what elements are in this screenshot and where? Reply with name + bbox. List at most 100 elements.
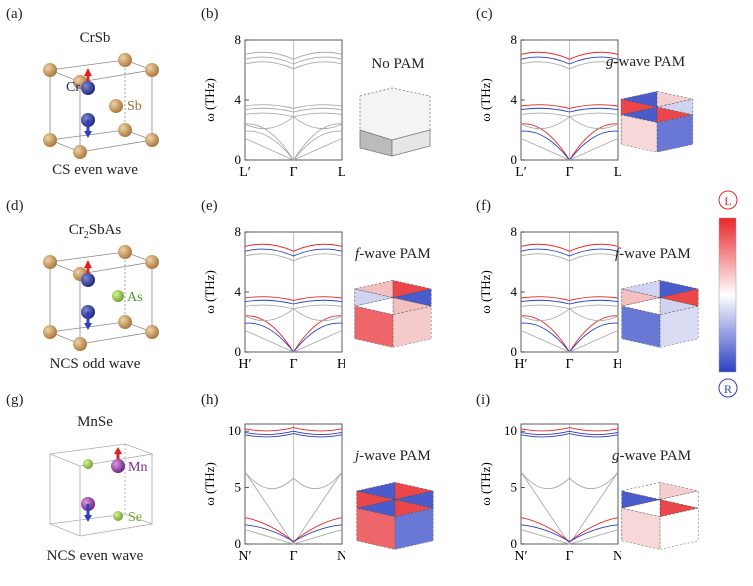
band-curve (244, 248, 343, 257)
pam-title-c: g-wave PAM (606, 54, 686, 70)
band-curve (520, 430, 619, 435)
band-curve (244, 243, 343, 252)
band-curve (244, 529, 343, 545)
atom-label-sb: Sb (127, 99, 142, 114)
y-tick-label: 10 (228, 423, 241, 438)
bz-prism-nopam (359, 87, 431, 157)
band-curve (520, 471, 619, 490)
dispersion-plot-e: ω (THz) 0 4 8 H′ Γ H (202, 224, 345, 372)
colorbar: L R (718, 190, 738, 398)
x-tick-label: L′ (515, 165, 527, 180)
prism-side-face (659, 305, 699, 348)
x-tick-label: Γ (565, 165, 573, 180)
dispersion-plot-b: ω (THz) 0 4 8 L′ Γ L (202, 32, 345, 180)
band-curve (244, 430, 343, 435)
band-curve (520, 308, 570, 322)
prism-side-face (620, 114, 658, 153)
band-curve (520, 107, 619, 113)
band-curve (244, 299, 343, 305)
pam-title-b: No PAM (371, 56, 425, 72)
prism-top-sector (659, 499, 699, 518)
y-tick-label: 4 (511, 284, 518, 299)
y-tick-label: 5 (235, 480, 242, 495)
y-tick-label: 8 (511, 32, 518, 47)
x-tick-label: H (613, 357, 621, 372)
colorbar-label-top: L (724, 194, 731, 208)
y-tick-label: 4 (235, 284, 242, 299)
prism-side-face (394, 507, 434, 550)
prism-top-sector (621, 106, 658, 123)
x-tick-label: L (614, 165, 621, 180)
band-curve (520, 116, 570, 130)
caption-row1: CS even wave (52, 162, 138, 178)
panel-label-g: (g) (6, 392, 24, 408)
y-axis-label: ω (THz) (202, 270, 217, 314)
y-tick-label: 0 (235, 344, 242, 359)
prism-top-sector (392, 288, 432, 307)
atom-label-se: Se (128, 510, 142, 525)
band-curve (520, 248, 619, 257)
band-curve (520, 529, 619, 545)
band-curve (520, 427, 619, 432)
panel-label-d: (d) (6, 198, 24, 214)
panel-label-c: (c) (476, 6, 493, 22)
prism-side-face (356, 507, 396, 550)
band-curve (244, 137, 343, 161)
band-curve (244, 308, 294, 322)
x-tick-label: Γ (565, 549, 573, 564)
x-tick-label: L′ (239, 165, 251, 180)
prism-top-sector (394, 499, 434, 518)
band-curve (244, 104, 343, 109)
prism-top-sector (659, 279, 699, 298)
pam-title-h: j-wave PAM (355, 448, 431, 464)
prism-top-sector (621, 499, 661, 518)
atom-label-mn: Mn (128, 460, 147, 475)
dispersion-plot-h: ω (THz) 0 5 10 N′ Γ N (202, 423, 345, 564)
prism-top-sector (656, 98, 694, 116)
x-tick-label: N (337, 549, 345, 564)
prism-side-face (656, 114, 694, 153)
band-curve (244, 471, 343, 490)
prism-top-sector (392, 297, 432, 316)
prism-side-face (354, 305, 394, 348)
y-tick-label: 8 (511, 224, 518, 239)
prism-top-sector (621, 279, 661, 298)
prism-top-sector (659, 490, 699, 509)
material-title-cr2sbas: Cr2SbAs (68, 222, 122, 241)
prism-top-sector (356, 499, 396, 518)
y-tick-label: 0 (511, 152, 518, 167)
band-curve (569, 116, 619, 130)
band-curve (244, 51, 343, 60)
prism-top-sector (620, 98, 658, 116)
prism-top-sector (394, 481, 434, 500)
bz-prism-f (621, 279, 699, 348)
x-tick-label: Γ (565, 357, 573, 372)
bz-prism-c (620, 90, 694, 153)
band-curve (520, 433, 619, 438)
material-title-mnse: MnSe (77, 414, 113, 430)
caption-row3: NCS even wave (46, 548, 144, 564)
prism-top-sector (356, 490, 396, 509)
prism-top-sector (621, 297, 661, 316)
band-curve (520, 61, 619, 70)
panel-label-a: (a) (6, 6, 23, 22)
y-tick-label: 0 (235, 536, 242, 551)
x-tick-label: Γ (289, 357, 297, 372)
band-curve (244, 524, 343, 543)
prism-top-sector (394, 490, 434, 509)
bz-prism-i (621, 481, 699, 550)
x-tick-label: H (337, 357, 345, 372)
band-curve (244, 56, 343, 65)
prism-side-face (621, 305, 661, 348)
band-curve (244, 296, 343, 301)
y-axis-label: ω (THz) (202, 462, 217, 506)
pam-title-e: f-wave PAM (355, 246, 431, 262)
band-curve (520, 524, 619, 543)
band-curve (244, 304, 343, 310)
x-tick-label: N′ (514, 549, 527, 564)
band-curve (520, 51, 619, 60)
crystal-structure-cr2sbas: As (43, 245, 159, 351)
prism-side-face (659, 507, 699, 550)
prism-top-sector (354, 288, 394, 307)
y-axis-label: ω (THz) (478, 270, 493, 314)
